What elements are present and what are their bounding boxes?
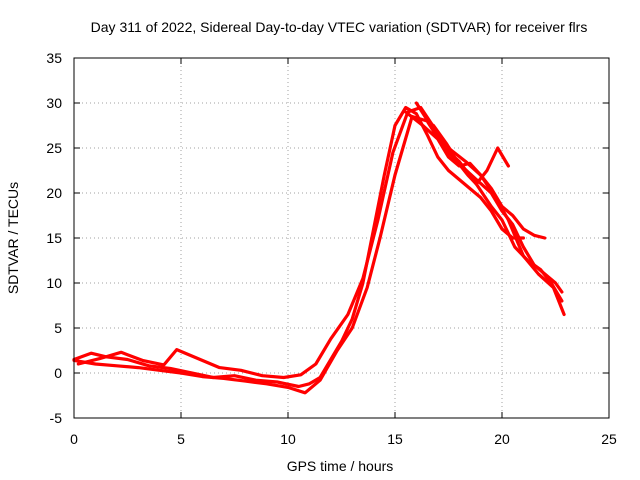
data-series-line [72,114,564,395]
y-tick-label: 0 [54,365,62,381]
y-tick-label: 35 [46,50,62,66]
chart-title: Day 311 of 2022, Sidereal Day-to-day VTE… [91,19,588,35]
data-series-line [414,101,564,294]
data-series [72,101,566,395]
x-tick-label: 5 [177,431,185,447]
x-tick-label: 20 [494,431,510,447]
data-series-line [76,105,566,380]
y-tick-label: 30 [46,95,62,111]
axis-ticks: 0 5 10 15 20 25 -5 0 5 10 15 20 25 30 35 [46,50,617,447]
y-tick-label: 25 [46,140,62,156]
y-axis-label: SDTVAR / TECUs [5,182,21,294]
y-tick-label: 15 [46,230,62,246]
y-tick-label: 10 [46,275,62,291]
y-tick-label: 5 [54,320,62,336]
grid-lines [74,58,609,418]
x-axis-label: GPS time / hours [287,458,394,474]
x-tick-label: 0 [70,431,78,447]
y-tick-label: -5 [50,410,63,426]
data-series-line [404,110,547,240]
data-series-line [72,105,526,389]
x-tick-label: 15 [387,431,403,447]
data-series-line [431,123,510,186]
y-tick-label: 20 [46,185,62,201]
x-tick-label: 10 [280,431,296,447]
x-tick-label: 25 [601,431,617,447]
